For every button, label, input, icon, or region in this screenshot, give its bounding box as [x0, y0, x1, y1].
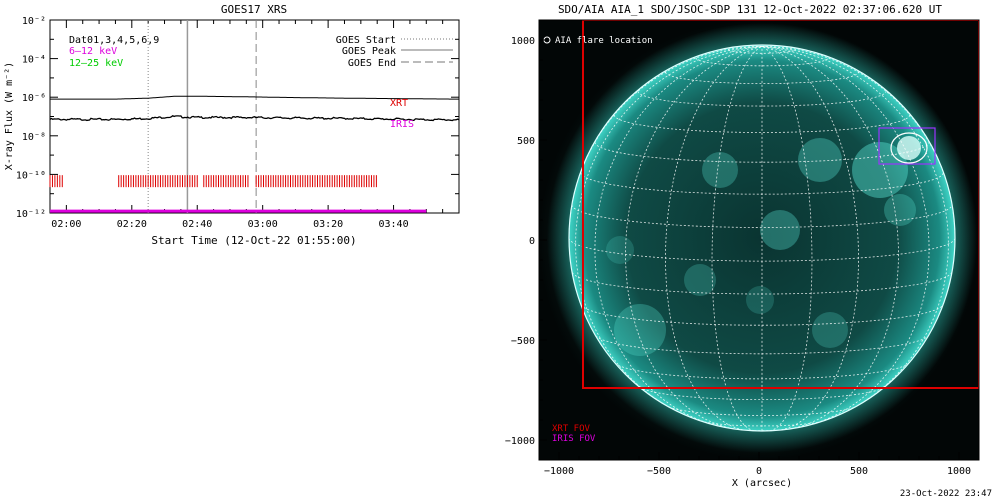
left-plot-area: [49, 20, 460, 213]
left-y-tick-label: 10⁻⁴: [22, 55, 46, 66]
goes-xrs-chart: GOES17 XRS 10⁻¹² 10⁻¹⁰ 10⁻⁸ 10⁻⁶ 10⁻⁴ 10⁻² 02…: [4, 3, 460, 247]
active-region-glow: [760, 210, 800, 250]
grid-latitude-line: [728, 49, 796, 54]
grid-latitude-line: [639, 386, 885, 400]
right-x-tick-label: 500: [850, 466, 868, 477]
active-region-glow: [614, 304, 666, 356]
left-y-tick-label: 10⁻²: [22, 16, 46, 27]
left-chart-title: GOES17 XRS: [221, 3, 287, 16]
right-chart-title: SDO/AIA AIA_1 SDO/JSOC-SDP 131 12-Oct-20…: [558, 3, 942, 16]
right-y-tick-label: 500: [517, 136, 535, 147]
aia-flare-location-legend: AIA flare location: [555, 36, 653, 46]
active-region-glow: [812, 312, 848, 348]
left-x-tick-label: 03:40: [379, 219, 409, 230]
legend-6-12kev: 6–12 keV: [69, 46, 117, 57]
legend-goes-start: GOES Start: [336, 35, 396, 46]
goes-flux-line-12-25kev: [49, 115, 460, 122]
iris-fov-label: IRIS FOV: [552, 434, 596, 444]
legend-goes-peak: GOES Peak: [342, 46, 396, 57]
right-y-tick-label: 1000: [511, 36, 535, 47]
left-x-axis-label: Start Time (12-Oct-22 01:55:00): [151, 234, 356, 247]
right-y-tick-label: −1000: [505, 436, 535, 447]
active-region-glow: [702, 152, 738, 188]
aia-flare-location-circle: [890, 132, 928, 164]
left-y-tick-label: 10⁻⁸: [22, 132, 46, 143]
right-y-tick-label: −500: [511, 336, 535, 347]
right-x-axis-label: X (arcsec): [732, 478, 792, 489]
aia-limb-outline: [568, 44, 956, 432]
aia-image-panel: SDO/AIA AIA_1 SDO/JSOC-SDP 131 12-Oct-20…: [505, 3, 992, 499]
legend-goes-markers: GOES Start GOES Peak GOES End: [336, 35, 453, 69]
left-y-axis-label: X-ray Flux (W m⁻²): [4, 62, 15, 170]
left-y-tick-label: 10⁻¹⁰: [16, 170, 46, 181]
right-x-tick-label: 1000: [947, 466, 971, 477]
right-y-tick-label: 0: [529, 236, 535, 247]
goes-flux-line-6-12kev: [50, 95, 459, 100]
grid-longitude-line: [761, 46, 899, 430]
iris-series-label: IRIS: [390, 119, 414, 130]
grid-latitude-line: [668, 406, 856, 416]
active-region-glow: [684, 264, 716, 296]
xrt-fov-label: XRT FOV: [552, 424, 591, 434]
right-y-axis: 1000 500 0 −500 −1000: [505, 36, 547, 447]
left-y-tick-label: 10⁻⁶: [22, 93, 46, 104]
legend-dataset-list: Dat01,3,4,5,6,9: [69, 35, 159, 46]
legend-goes-end: GOES End: [348, 58, 396, 69]
flare-bright-core: [897, 136, 921, 160]
right-x-tick-label: −500: [647, 466, 671, 477]
xrt-series-label: XRT: [390, 98, 408, 109]
left-x-tick-label: 02:20: [117, 219, 147, 230]
left-x-tick-label: 03:00: [248, 219, 278, 230]
active-region-glow: [798, 138, 842, 182]
left-x-tick-label: 03:20: [313, 219, 343, 230]
right-x-axis: −1000 −500 0 500 1000: [544, 452, 971, 477]
fov-boxes: [582, 20, 979, 389]
grid-longitude-line: [711, 46, 763, 431]
grid-longitude-line: [625, 46, 763, 430]
active-region-glow: [884, 194, 916, 226]
left-y-axis: 10⁻¹² 10⁻¹⁰ 10⁻⁸ 10⁻⁶ 10⁻⁴ 10⁻²: [16, 16, 459, 220]
left-x-tick-label: 02:40: [182, 219, 212, 230]
right-x-tick-label: −1000: [544, 466, 574, 477]
aia-active-regions: [606, 136, 921, 356]
left-x-tick-label: 02:00: [51, 219, 81, 230]
grid-longitude-line: [761, 46, 813, 431]
active-region-glow: [606, 236, 634, 264]
legend-12-25kev: 12–25 keV: [69, 58, 123, 69]
grid-latitude-line: [571, 204, 953, 228]
left-y-tick-label: 10⁻¹²: [16, 209, 46, 220]
plot-timestamp: 23-Oct-2022 23:47: [900, 489, 992, 499]
right-x-tick-label: 0: [756, 466, 762, 477]
grid-longitude-line: [665, 46, 763, 431]
active-region-glow: [746, 286, 774, 314]
iris-fov-box: [878, 127, 936, 165]
aia-image: [539, 20, 979, 460]
xrt-fov-box: [582, 20, 979, 389]
grid-longitude-line: [761, 46, 859, 431]
left-x-axis: 02:00 02:20 02:40 03:00 03:20 03:40: [49, 20, 444, 230]
